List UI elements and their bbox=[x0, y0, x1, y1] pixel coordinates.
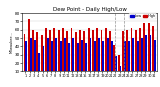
Bar bbox=[77, 43, 79, 71]
Bar bbox=[90, 38, 92, 71]
Bar bbox=[145, 35, 147, 71]
Bar bbox=[43, 46, 44, 71]
Bar bbox=[143, 23, 145, 71]
Bar bbox=[68, 43, 70, 71]
Bar bbox=[94, 41, 96, 71]
Bar bbox=[55, 38, 57, 71]
Legend: Low, High: Low, High bbox=[129, 13, 156, 19]
Bar bbox=[45, 28, 47, 71]
Bar bbox=[36, 32, 38, 71]
Bar bbox=[107, 38, 109, 71]
Bar bbox=[64, 38, 66, 71]
Bar bbox=[105, 28, 107, 71]
Bar bbox=[41, 35, 43, 71]
Bar bbox=[28, 19, 30, 71]
Bar bbox=[126, 30, 128, 71]
Bar bbox=[66, 31, 68, 71]
Bar bbox=[111, 41, 113, 71]
Bar bbox=[30, 38, 32, 71]
Bar bbox=[96, 28, 98, 71]
Title: Dew Point - Daily High/Low: Dew Point - Daily High/Low bbox=[53, 7, 127, 12]
Bar bbox=[154, 40, 156, 71]
Bar bbox=[72, 38, 74, 71]
Bar bbox=[47, 38, 49, 71]
Bar bbox=[49, 30, 51, 71]
Bar bbox=[79, 30, 81, 71]
Bar bbox=[109, 31, 111, 71]
Bar bbox=[75, 32, 77, 71]
Bar bbox=[128, 41, 130, 71]
Bar bbox=[139, 28, 141, 71]
Bar bbox=[150, 35, 151, 71]
Bar bbox=[100, 30, 102, 71]
Bar bbox=[88, 28, 90, 71]
Bar bbox=[25, 41, 27, 71]
Bar bbox=[32, 30, 34, 71]
Bar bbox=[113, 45, 115, 71]
Bar bbox=[118, 55, 120, 71]
Bar bbox=[71, 28, 72, 71]
Bar bbox=[102, 41, 104, 71]
Bar bbox=[122, 31, 124, 71]
Bar bbox=[58, 30, 60, 71]
Bar bbox=[98, 38, 100, 71]
Bar bbox=[38, 53, 40, 71]
Bar bbox=[124, 41, 126, 71]
Bar bbox=[51, 41, 53, 71]
Bar bbox=[34, 40, 36, 71]
Bar bbox=[137, 41, 139, 71]
Bar bbox=[141, 38, 143, 71]
Bar bbox=[92, 30, 94, 71]
Bar bbox=[148, 23, 150, 71]
Bar bbox=[120, 66, 121, 71]
Bar bbox=[132, 38, 134, 71]
Bar bbox=[60, 41, 62, 71]
Bar bbox=[131, 28, 132, 71]
Bar bbox=[53, 28, 55, 71]
Bar bbox=[115, 56, 117, 71]
Bar bbox=[81, 40, 83, 71]
Bar bbox=[135, 30, 137, 71]
Bar bbox=[85, 43, 87, 71]
Y-axis label: Milwaukee...: Milwaukee... bbox=[9, 31, 13, 53]
Bar bbox=[62, 28, 64, 71]
Bar bbox=[24, 34, 25, 71]
Bar bbox=[152, 26, 154, 71]
Bar bbox=[83, 31, 85, 71]
